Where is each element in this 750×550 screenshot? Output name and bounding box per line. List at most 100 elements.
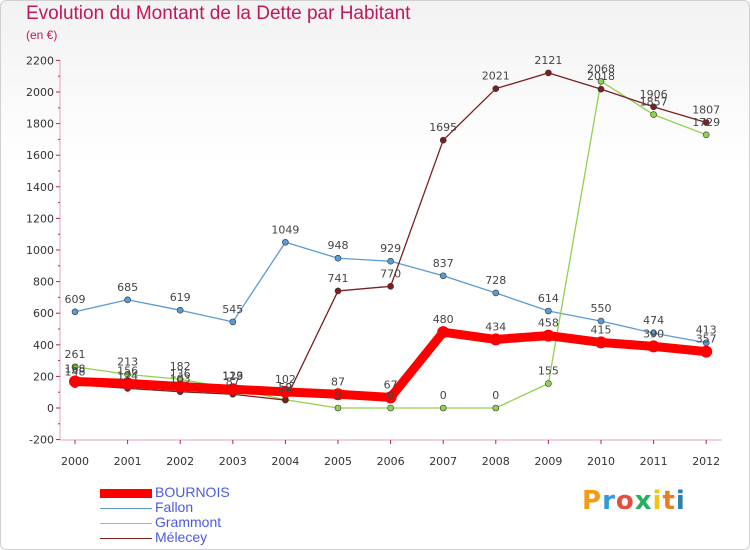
data-point-bournois	[174, 380, 187, 393]
data-label-fallon: 1049	[271, 223, 299, 236]
data-point-fallon	[439, 272, 447, 280]
data-point-bournois	[437, 326, 450, 339]
data-point-fallon	[71, 308, 79, 316]
data-point-melecey	[545, 69, 552, 77]
data-label-melecey: 1807	[692, 103, 720, 116]
x-tick-label: 2005	[324, 455, 352, 468]
y-tick-label: 1400	[26, 181, 54, 194]
logo-letter: i	[675, 486, 686, 516]
data-label-fallon: 929	[380, 242, 401, 255]
data-point-fallon	[650, 329, 657, 337]
x-tick-label: 2004	[271, 455, 299, 468]
logo-letter: t	[662, 486, 676, 516]
legend-swatch-fallon	[100, 508, 152, 509]
logo-letter: P	[582, 486, 603, 516]
data-point-melecey	[387, 283, 394, 290]
data-point-grammont	[124, 371, 131, 378]
chart-title: Evolution du Montant de la Dette par Hab…	[26, 3, 411, 24]
data-point-grammont	[492, 404, 500, 412]
data-label-grammont: 52	[278, 381, 292, 394]
data-label-bournois: 156	[117, 364, 138, 377]
data-label-fallon: 474	[643, 314, 664, 327]
y-tick-label: 1200	[26, 212, 54, 225]
x-tick-label: 2002	[166, 455, 194, 468]
data-label-grammont: 123	[222, 370, 243, 383]
data-label-melecey: 124	[117, 369, 138, 382]
data-point-melecey	[492, 85, 500, 92]
legend-swatch-bournois	[100, 489, 152, 498]
y-tick-label: -200	[29, 434, 54, 447]
chart-series-lines	[70, 72, 711, 409]
data-point-bournois	[647, 340, 660, 353]
data-label-grammont: 1729	[692, 116, 720, 129]
data-point-bournois	[332, 388, 344, 401]
legend-label-bournois: BOURNOIS	[155, 484, 230, 500]
data-label-melecey: 741	[328, 272, 349, 285]
data-label-melecey: 148	[65, 366, 86, 379]
y-tick-label: 200	[33, 370, 54, 383]
y-tick-label: 1600	[26, 149, 54, 162]
chart-data-labels: 609 685 619 545 1049 948 929 837 728 614 550 474 413…	[65, 54, 721, 402]
data-point-fallon	[229, 318, 237, 326]
data-label-fallon: 545	[222, 303, 243, 316]
data-label-melecey: 103	[170, 373, 191, 386]
y-tick-label: 800	[33, 276, 54, 289]
data-point-bournois	[542, 329, 555, 342]
data-point-melecey	[439, 136, 447, 144]
data-point-grammont	[439, 404, 447, 412]
data-label-grammont: 0	[335, 389, 342, 402]
y-tick-label: 2000	[26, 86, 54, 99]
data-label-bournois: 87	[331, 375, 345, 388]
x-tick-label: 2006	[377, 455, 405, 468]
data-label-bournois: 136	[170, 368, 191, 381]
data-point-bournois	[226, 383, 239, 396]
data-label-grammont: 213	[117, 355, 138, 368]
chart-data-points	[69, 69, 713, 412]
data-label-bournois: 102	[275, 373, 296, 386]
data-point-grammont	[545, 380, 552, 387]
data-point-fallon	[387, 257, 394, 265]
data-label-melecey: 1695	[429, 121, 457, 134]
x-tick-label: 2010	[587, 455, 615, 468]
x-tick-label: 2012	[692, 455, 720, 468]
data-point-melecey	[282, 396, 289, 404]
data-label-bournois: 480	[433, 313, 454, 326]
y-tick-label: 2200	[26, 54, 54, 67]
legend-swatch-melecey	[100, 538, 152, 539]
data-point-fallon	[282, 238, 289, 246]
data-point-bournois	[595, 336, 607, 349]
x-tick-label: 2001	[114, 455, 142, 468]
legend-label-fallon: Fallon	[155, 499, 194, 515]
data-label-grammont: 0	[492, 389, 499, 402]
data-label-bournois: 357	[696, 333, 717, 346]
data-label-grammont: 155	[538, 365, 559, 378]
logo-letter: x	[634, 486, 653, 516]
data-label-fallon: 837	[433, 257, 454, 270]
data-label-bournois: 390	[643, 327, 664, 340]
data-point-bournois	[700, 345, 713, 358]
data-point-grammont	[597, 77, 605, 85]
data-point-melecey	[702, 119, 710, 126]
data-label-fallon: 550	[591, 302, 612, 315]
legend-label-melecey: Mélecey	[155, 529, 208, 545]
data-point-fallon	[597, 317, 605, 325]
data-label-melecey: 2121	[534, 54, 562, 67]
data-label-fallon: 619	[170, 291, 191, 304]
data-point-fallon	[492, 289, 500, 297]
data-point-fallon	[176, 306, 184, 314]
data-point-melecey	[650, 103, 657, 111]
data-point-grammont	[71, 363, 79, 371]
data-label-fallon: 413	[696, 324, 717, 337]
data-label-fallon: 614	[538, 292, 559, 305]
proxiti-logo: Proxiti	[582, 486, 686, 516]
data-label-fallon: 728	[485, 274, 506, 287]
data-label-fallon: 685	[117, 281, 138, 294]
data-label-grammont: 182	[170, 360, 191, 373]
x-tick-label: 2007	[429, 455, 457, 468]
data-point-fallon	[334, 254, 342, 262]
data-label-grammont: 2068	[587, 62, 615, 75]
x-tick-label: 2011	[640, 455, 668, 468]
data-point-melecey	[597, 85, 605, 93]
data-point-grammont	[334, 404, 342, 412]
